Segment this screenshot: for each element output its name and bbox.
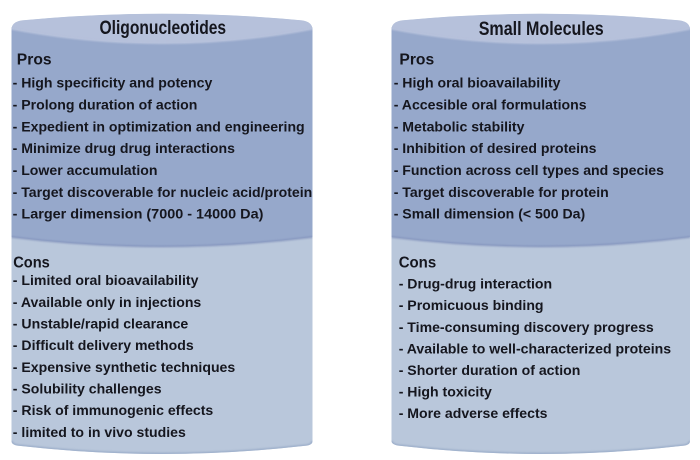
svg-text:- Unstable/rapid clearance: - Unstable/rapid clearance	[13, 316, 189, 332]
svg-text:- Target discoverable for nucl: - Target discoverable for nucleic acid/p…	[13, 184, 313, 200]
svg-text:- Limited oral bioavailability: - Limited oral bioavailability	[13, 272, 199, 288]
svg-text:Cons: Cons	[13, 254, 50, 271]
svg-text:- Shorter duration of action: - Shorter duration of action	[399, 362, 581, 378]
svg-text:Pros: Pros	[17, 52, 52, 69]
svg-text:- Small dimension (< 500 Da): - Small dimension (< 500 Da)	[394, 206, 586, 222]
svg-text:- Target discoverable for prot: - Target discoverable for protein	[394, 184, 609, 200]
svg-text:Pros: Pros	[399, 52, 434, 69]
svg-text:- Function across cell types a: - Function across cell types and species	[394, 162, 664, 178]
svg-text:- Larger dimension (7000 - 140: - Larger dimension (7000 - 14000 Da)	[13, 206, 264, 222]
svg-text:- Available only in injections: - Available only in injections	[13, 294, 202, 310]
svg-text:- Minimize drug drug interacti: - Minimize drug drug interactions	[13, 140, 236, 156]
svg-text:- High toxicity: - High toxicity	[399, 383, 492, 399]
svg-text:Small Molecules: Small Molecules	[479, 18, 604, 40]
svg-text:- Drug-drug interaction: - Drug-drug interaction	[399, 276, 552, 292]
svg-text:- Time-consuming discovery pro: - Time-consuming discovery progress	[399, 319, 654, 335]
svg-text:- Promicuous binding: - Promicuous binding	[399, 297, 544, 313]
svg-text:- High specificity and potency: - High specificity and potency	[13, 75, 213, 91]
svg-text:- Metabolic stability: - Metabolic stability	[394, 118, 525, 134]
svg-text:- limited to in vivo studies: - limited to in vivo studies	[13, 424, 186, 440]
svg-text:Oligonucleotides: Oligonucleotides	[100, 17, 227, 39]
svg-text:- Available to well-characteri: - Available to well-characterized protei…	[399, 340, 672, 356]
svg-text:- Prolong duration of action: - Prolong duration of action	[13, 97, 198, 113]
svg-text:- Inhibition of desired protei: - Inhibition of desired proteins	[394, 140, 597, 156]
svg-text:- Difficult delivery methods: - Difficult delivery methods	[13, 337, 194, 353]
svg-text:- Risk of immunogenic effects: - Risk of immunogenic effects	[13, 402, 214, 418]
svg-text:- Accesible oral formulations: - Accesible oral formulations	[394, 97, 587, 113]
svg-text:- Lower accumulation: - Lower accumulation	[13, 162, 158, 178]
svg-text:- Expedient in optimization an: - Expedient in optimization and engineer…	[13, 118, 305, 134]
svg-text:Cons: Cons	[399, 254, 437, 271]
svg-text:- Solubility challenges: - Solubility challenges	[13, 381, 162, 397]
svg-text:- High oral bioavailability: - High oral bioavailability	[394, 75, 561, 91]
svg-text:- More adverse effects: - More adverse effects	[399, 405, 548, 421]
svg-text:- Expensive synthetic techniqu: - Expensive synthetic techniques	[13, 359, 236, 375]
